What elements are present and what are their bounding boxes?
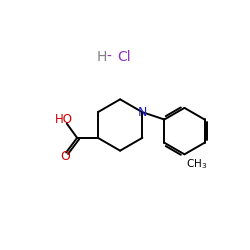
Text: HO: HO (55, 114, 73, 126)
Text: -: - (107, 50, 112, 64)
Text: H: H (96, 50, 107, 64)
Text: CH$_3$: CH$_3$ (186, 157, 207, 171)
Text: N: N (138, 106, 147, 119)
Text: Cl: Cl (118, 50, 131, 64)
Text: O: O (60, 150, 70, 164)
